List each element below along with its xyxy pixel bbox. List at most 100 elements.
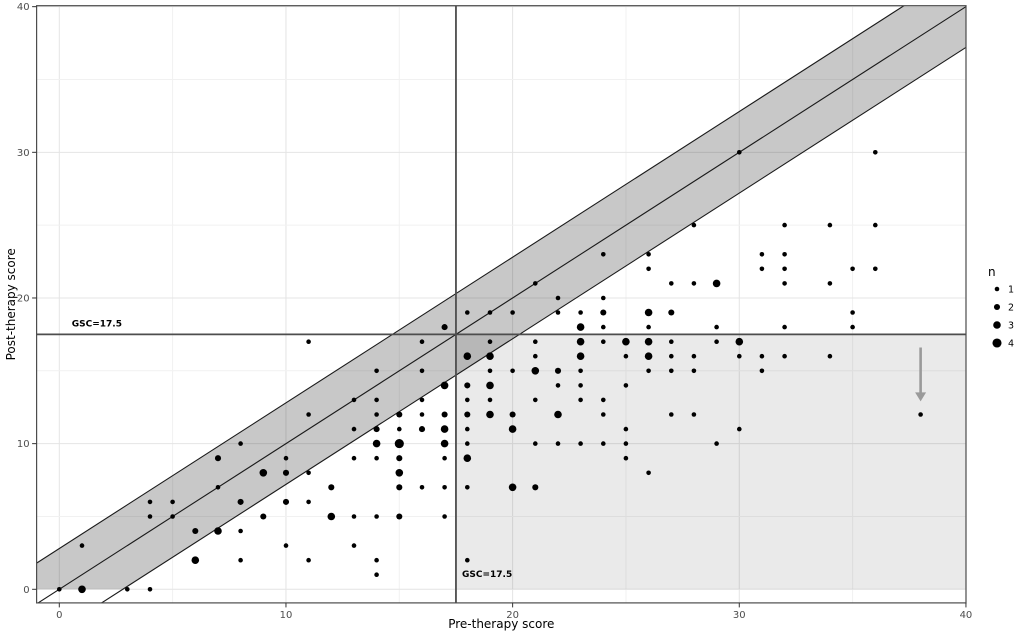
data-point bbox=[691, 222, 697, 228]
y-tick-label: 10 bbox=[17, 439, 30, 450]
data-point bbox=[487, 397, 493, 403]
data-point bbox=[850, 266, 855, 272]
data-point bbox=[440, 381, 449, 390]
data-point bbox=[533, 441, 538, 446]
post-cutoff-label: GSC=17.5 bbox=[72, 319, 122, 329]
legend-item-dot bbox=[994, 286, 1000, 292]
data-point bbox=[759, 266, 765, 272]
data-point bbox=[396, 484, 403, 491]
data-point bbox=[918, 412, 923, 417]
data-point bbox=[576, 337, 585, 346]
data-point bbox=[576, 352, 585, 361]
data-point bbox=[57, 587, 62, 592]
data-point bbox=[646, 368, 651, 374]
data-point bbox=[623, 353, 629, 359]
legend-item: 3 bbox=[993, 321, 1014, 332]
x-tick-label: 0 bbox=[56, 610, 62, 621]
data-point bbox=[214, 455, 222, 462]
data-point bbox=[396, 411, 403, 418]
data-point bbox=[510, 368, 515, 374]
data-point bbox=[465, 441, 470, 446]
data-point bbox=[873, 150, 878, 155]
legend-item: 4 bbox=[992, 338, 1014, 350]
data-point bbox=[714, 339, 719, 345]
y-tick-label: 0 bbox=[23, 585, 29, 596]
data-point bbox=[374, 514, 379, 519]
data-point bbox=[873, 266, 878, 272]
data-point bbox=[691, 412, 697, 417]
data-point bbox=[486, 381, 494, 390]
data-point bbox=[373, 426, 380, 433]
data-point bbox=[419, 412, 425, 417]
data-point bbox=[669, 412, 674, 417]
legend-item: 2 bbox=[993, 303, 1014, 314]
data-point bbox=[442, 514, 447, 519]
data-point bbox=[328, 484, 335, 491]
data-point bbox=[351, 455, 357, 461]
data-point bbox=[170, 499, 175, 505]
data-point bbox=[782, 252, 787, 257]
pre-cutoff-label: GSC=17.5 bbox=[462, 570, 512, 580]
legend-item-dot bbox=[992, 338, 1002, 348]
data-point bbox=[601, 324, 606, 330]
data-point bbox=[441, 411, 448, 418]
data-point bbox=[397, 426, 402, 432]
data-point bbox=[282, 498, 290, 505]
data-point bbox=[578, 441, 583, 446]
data-point bbox=[394, 439, 404, 449]
data-point bbox=[644, 352, 653, 361]
data-point bbox=[419, 485, 425, 490]
data-point bbox=[555, 441, 561, 446]
data-point bbox=[147, 587, 153, 592]
data-point bbox=[782, 222, 787, 228]
data-point bbox=[555, 310, 561, 315]
data-point bbox=[668, 309, 675, 316]
data-point bbox=[531, 367, 540, 375]
data-point bbox=[306, 499, 311, 505]
data-point bbox=[306, 557, 311, 563]
data-point bbox=[191, 556, 200, 564]
data-point bbox=[351, 514, 357, 519]
data-point bbox=[601, 339, 606, 345]
data-point bbox=[351, 543, 357, 548]
data-point bbox=[601, 412, 606, 417]
x-tick-label: 10 bbox=[280, 610, 293, 621]
data-point bbox=[600, 309, 607, 316]
data-point bbox=[465, 485, 470, 490]
data-point bbox=[440, 425, 449, 433]
data-point bbox=[827, 222, 833, 228]
data-point bbox=[578, 310, 583, 315]
data-point bbox=[759, 252, 765, 257]
panel-border bbox=[35, 5, 967, 604]
data-point bbox=[509, 411, 516, 418]
data-point bbox=[623, 441, 629, 446]
data-point bbox=[463, 454, 472, 463]
data-point bbox=[712, 279, 721, 288]
y-tick-label: 20 bbox=[17, 293, 30, 304]
data-point bbox=[283, 543, 289, 548]
data-point bbox=[850, 310, 855, 315]
data-point bbox=[714, 324, 719, 330]
data-point bbox=[486, 352, 494, 361]
data-point bbox=[646, 324, 651, 330]
data-point bbox=[237, 498, 244, 505]
legend-item-dot bbox=[993, 303, 1001, 311]
data-point bbox=[782, 353, 787, 359]
data-point bbox=[759, 368, 765, 374]
data-point bbox=[691, 353, 697, 359]
arrow-head bbox=[915, 392, 927, 402]
data-point bbox=[78, 585, 86, 594]
data-point bbox=[578, 383, 583, 388]
data-point bbox=[737, 150, 742, 155]
data-point bbox=[306, 470, 311, 476]
data-point bbox=[419, 397, 425, 403]
data-point bbox=[306, 339, 311, 345]
data-point bbox=[669, 353, 674, 359]
data-point bbox=[644, 308, 653, 317]
data-point bbox=[419, 368, 425, 374]
data-point bbox=[374, 572, 379, 577]
data-point bbox=[623, 383, 629, 388]
legend: n 1 2 3 4 bbox=[988, 265, 1014, 350]
identity-line bbox=[37, 5, 967, 603]
